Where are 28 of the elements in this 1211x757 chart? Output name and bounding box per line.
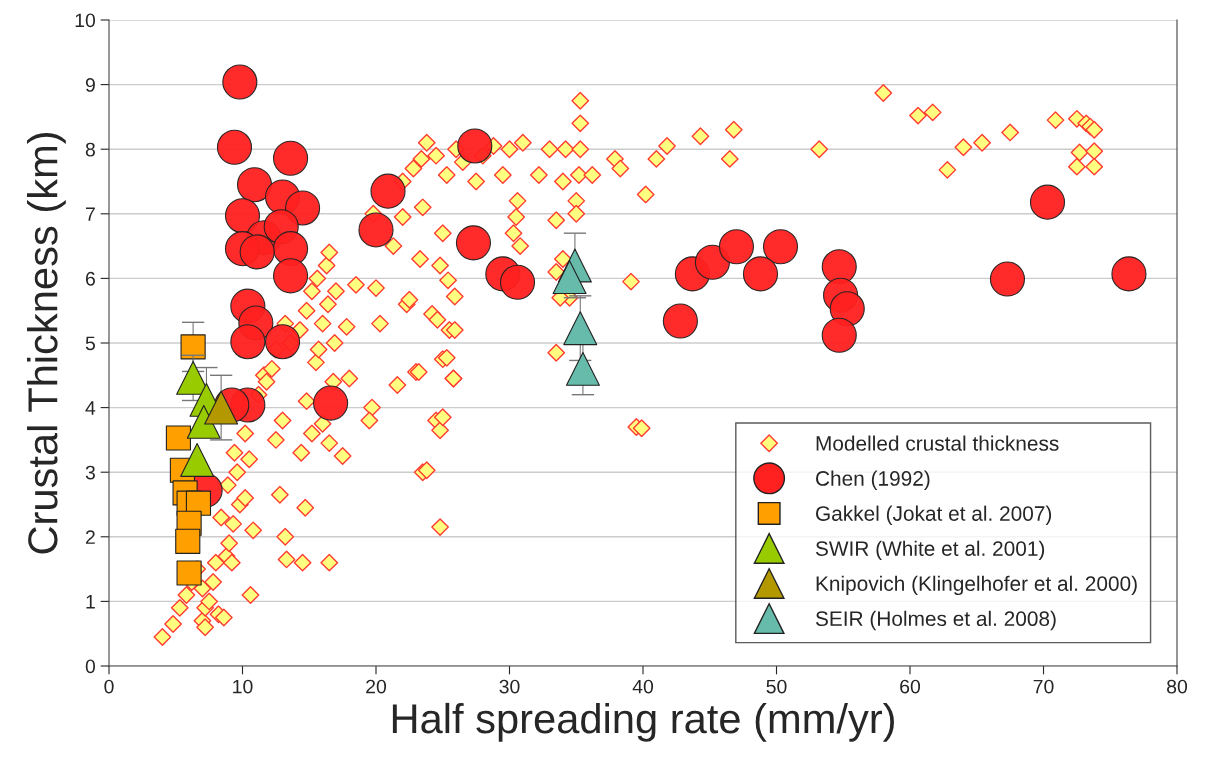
x-tick-label: 50: [766, 679, 787, 694]
legend-label: Chen (1992): [816, 470, 930, 490]
y-tick-label: 1: [86, 595, 95, 609]
legend-label: Gakkel (Jokat et al. 2007): [816, 505, 1052, 526]
legend-label: Knipovich (Klingelhofer et al. 2000): [816, 575, 1137, 596]
y-tick-label: 7: [85, 207, 95, 221]
y-tick-label: 9: [85, 78, 95, 92]
y-axis-title: Crustal Thickness (km): [27, 132, 66, 554]
x-tick-label: 40: [632, 679, 654, 694]
x-tick-label: 70: [1033, 679, 1054, 694]
y-tick-label: 4: [85, 401, 96, 415]
legend-label: Modelled crustal thickness: [816, 435, 1059, 451]
y-tick-label: 2: [85, 530, 95, 544]
y-tick-label: 0: [85, 659, 96, 674]
y-tick-label: 6: [85, 271, 95, 286]
x-tick-label: 80: [1167, 679, 1188, 694]
y-tick-label: 8: [85, 142, 95, 157]
y-tick-label: 3: [85, 465, 95, 480]
x-tick-label: 20: [366, 679, 387, 694]
x-tick-label: 30: [499, 679, 520, 694]
x-tick-label: 0: [104, 679, 114, 694]
legend-label: SWIR (White et al. 2001): [815, 540, 1045, 561]
y-tick-label: 10: [75, 13, 96, 28]
x-axis-title: Half spreading rate (mm/yr): [392, 702, 894, 742]
x-tick-label: 10: [233, 679, 253, 694]
legend-label: SEIR (Holmes et al. 2008): [815, 610, 1056, 631]
x-tick-label: 60: [900, 679, 921, 694]
y-tick-label: 5: [85, 336, 95, 351]
